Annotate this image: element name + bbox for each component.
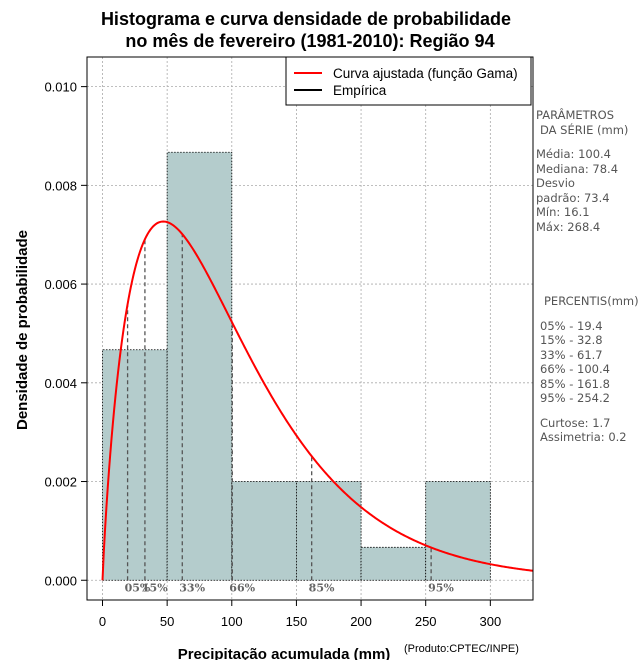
chart-title-line-1: Histograma e curva densidade de probabil… — [101, 9, 511, 29]
percentile-66: 66% - 100.4 — [540, 362, 610, 376]
statistics-panel: PARÂMETROS DA SÉRIE (mm) Média: 100.4 Me… — [536, 108, 640, 445]
stat-curtose: Curtose: 1.7 — [540, 415, 611, 430]
x-tick-label-250: 250 — [415, 614, 437, 629]
legend-box — [285, 56, 532, 106]
bar-outline-3 — [296, 481, 362, 581]
bar-0 — [102, 349, 168, 581]
chart-title-line-2: no mês de fevereiro (1981-2010): Região … — [125, 31, 494, 51]
legend: Curva ajustada (função Gama) Empírica — [285, 56, 532, 106]
gamma-curve — [101, 220, 534, 581]
percentile-85: 85% - 161.8 — [540, 376, 610, 391]
x-tick-label-50: 50 — [160, 614, 174, 629]
x-tick-label-0: 0 — [99, 614, 106, 629]
stat-mediana: Mediana: 78.4 — [536, 161, 619, 176]
bar-outline-0 — [102, 349, 168, 581]
y-tick-label-4: 0.008 — [44, 178, 77, 193]
product-credit: (Produto:CPTEC/INPE) — [404, 643, 519, 655]
bar-2 — [231, 481, 297, 581]
bar-outline-5 — [425, 481, 491, 581]
stat-desvio-label: Desvio — [536, 176, 575, 190]
percentile-95: 95% - 254.2 — [540, 391, 610, 405]
percentile-label-1: 15% — [142, 581, 168, 594]
stat-max: Máx: 268.4 — [536, 219, 601, 234]
percentile-33: 33% - 61.7 — [540, 347, 603, 362]
params-title-1: PARÂMETROS — [536, 108, 615, 122]
params-title-2: DA SÉRIE (mm) — [540, 122, 629, 137]
bar-3 — [296, 481, 362, 581]
legend-label-empirical: Empírica — [333, 83, 387, 98]
stat-desvio-value: padrão: 73.4 — [536, 190, 610, 205]
y-tick-label-0: 0.000 — [44, 573, 77, 588]
y-tick-label-2: 0.004 — [44, 376, 77, 391]
percentile-15: 15% - 32.8 — [540, 333, 603, 347]
percentile-label-2: 33% — [179, 581, 205, 594]
y-axis-label: Densidade de probabilidade — [14, 230, 31, 430]
stat-min: Mín: 16.1 — [536, 205, 590, 219]
bar-5 — [425, 481, 491, 581]
x-tick-label-150: 150 — [286, 614, 308, 629]
stat-media: Média: 100.4 — [536, 147, 611, 161]
y-tick-label-3: 0.006 — [44, 277, 77, 292]
percentile-markers: 05%15% 33% 66% 85% 95% — [125, 234, 454, 594]
percentile-label-5: 95% — [428, 581, 454, 594]
percentile-label-4: 85% — [309, 581, 335, 594]
x-tick-label-300: 300 — [479, 614, 501, 629]
bar-outline-1 — [166, 151, 233, 581]
bar-4 — [361, 547, 426, 581]
x-tick-label-200: 200 — [350, 614, 372, 629]
percentile-05: 05% - 19.4 — [540, 318, 603, 333]
stat-assimetria: Assimetria: 0.2 — [540, 430, 627, 444]
bar-1 — [167, 152, 232, 581]
percentis-title: PERCENTIS(mm) — [544, 294, 639, 308]
x-tick-label-100: 100 — [221, 614, 243, 629]
x-axis-label: Precipitação acumulada (mm) — [178, 646, 391, 660]
legend-label-fit: Curva ajustada (função Gama) — [333, 66, 518, 81]
gamma-curve-group — [101, 220, 534, 581]
percentile-label-3: 66% — [229, 581, 255, 594]
y-tick-label-1: 0.002 — [44, 475, 77, 490]
percentile-label-0: 05% — [125, 581, 151, 594]
axes: 0 50 100 150 200 250 300 0.000 0.002 0.004 0.006 0.… — [44, 56, 534, 629]
y-tick-label-5: 0.010 — [44, 80, 77, 95]
